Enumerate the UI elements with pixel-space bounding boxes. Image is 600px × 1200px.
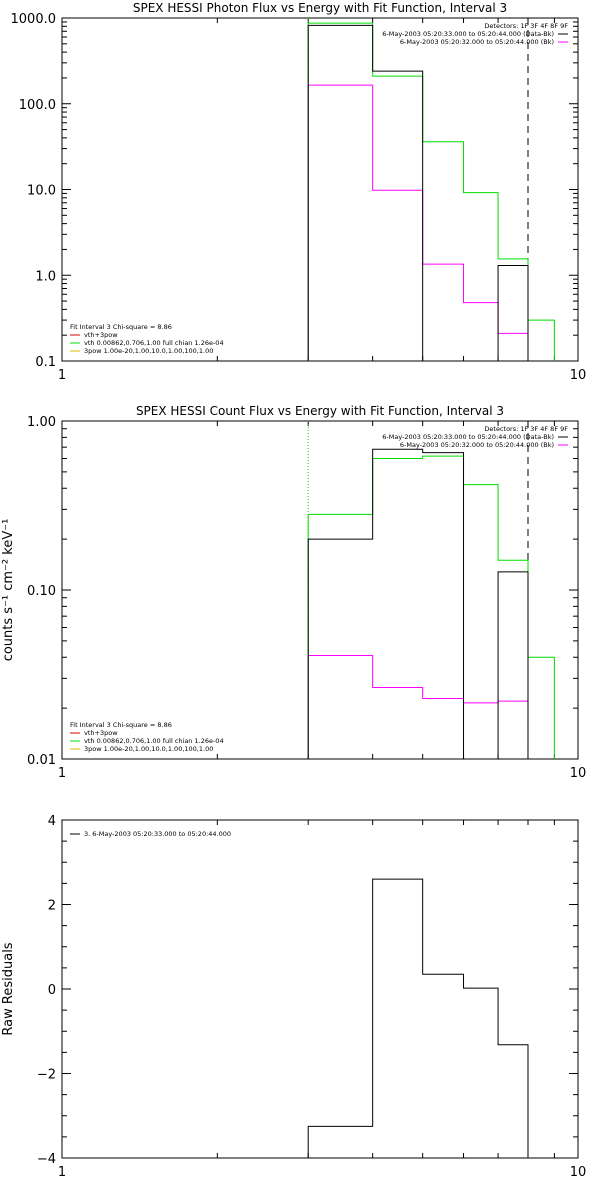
y-axis-label: counts s⁻¹ cm⁻² keV⁻¹ [1, 519, 16, 662]
y-axis-label: Raw Residuals [1, 942, 16, 1035]
legend-header: Detectors: 1F 3F 4F 8F 9F [484, 22, 568, 30]
legend-header: Fit Interval 3 Chi-square = 8.86 [70, 721, 172, 729]
x-tick-label: 10 [570, 766, 587, 781]
series-step-2 [307, 84, 529, 361]
legend-entry: vth 0.00862,0.706,1.00 full chian 1.26e-… [84, 339, 224, 347]
y-tick-label: 1.0 [35, 269, 56, 284]
y-tick-label: 4 [48, 814, 56, 829]
legend-entry: 3pow 1.00e-20,1.00,10.0,1.00,100,1.00 [84, 745, 213, 753]
chart-title: SPEX HESSI Photon Flux vs Energy with Fi… [133, 1, 507, 15]
legend-entry: 3pow 1.00e-20,1.00,10.0,1.00,100,1.00 [84, 347, 213, 355]
x-tick-label: 1 [58, 766, 66, 781]
x-tick-label: 1 [58, 368, 66, 383]
y-tick-label: 0.01 [27, 753, 56, 768]
legend-entry: vth+3pow [84, 729, 118, 737]
legend-entry: 6-May-2003 05:20:32.000 to 05:20:44.000 … [400, 441, 554, 449]
plot-frame [61, 819, 579, 1159]
series-step-2 [307, 654, 529, 759]
series-step-1 [307, 448, 529, 759]
x-tick-label: 1 [58, 1165, 66, 1180]
series-step-1 [307, 24, 529, 361]
plot-frame [61, 420, 579, 760]
y-tick-label: 0.10 [27, 584, 56, 599]
series-step-1 [307, 878, 529, 1158]
chart-panel-1: SPEX HESSI Photon Flux vs Energy with Fi… [11, 1, 587, 383]
y-tick-label: 0 [48, 983, 56, 998]
x-tick-label: 10 [570, 1165, 587, 1180]
legend-entry: 6-May-2003 05:20:33.000 to 05:20:44.000 … [382, 30, 554, 38]
legend-entry: vth 0.00862,0.706,1.00 full chian 1.26e-… [84, 737, 224, 745]
y-tick-label: 100.0 [19, 98, 56, 113]
y-tick-label: 1.00 [27, 415, 56, 430]
y-tick-label: −2 [37, 1068, 56, 1083]
x-tick-label: 10 [570, 368, 587, 383]
chart-title: SPEX HESSI Count Flux vs Energy with Fit… [136, 404, 504, 418]
legend-entry: 3. 6-May-2003 05:20:33.000 to 05:20:44.0… [84, 830, 231, 838]
legend-header: Detectors: 1F 3F 4F 8F 9F [484, 425, 568, 433]
y-tick-label: 1000.0 [11, 12, 57, 27]
y-tick-label: 10.0 [27, 184, 56, 199]
chart-panel-2: SPEX HESSI Count Flux vs Energy with Fit… [1, 404, 586, 781]
y-tick-label: 2 [48, 899, 56, 914]
y-tick-label: −4 [37, 1152, 56, 1167]
legend-entry: vth+3pow [84, 331, 118, 339]
legend-header: Fit Interval 3 Chi-square = 8.86 [70, 323, 172, 331]
series-step-3 [307, 455, 555, 759]
y-tick-label: 0.1 [35, 355, 56, 370]
series-step-3 [307, 22, 555, 361]
chart-panel-3: Raw Residuals 1 10 −4 −2 0 2 4 3. 6-May-2003 05:… [1, 814, 586, 1180]
legend-entry: 6-May-2003 05:20:32.000 to 05:20:44.000 … [400, 38, 554, 46]
legend-entry: 6-May-2003 05:20:33.000 to 05:20:44.000 … [382, 433, 554, 441]
plot-frame [61, 17, 579, 362]
